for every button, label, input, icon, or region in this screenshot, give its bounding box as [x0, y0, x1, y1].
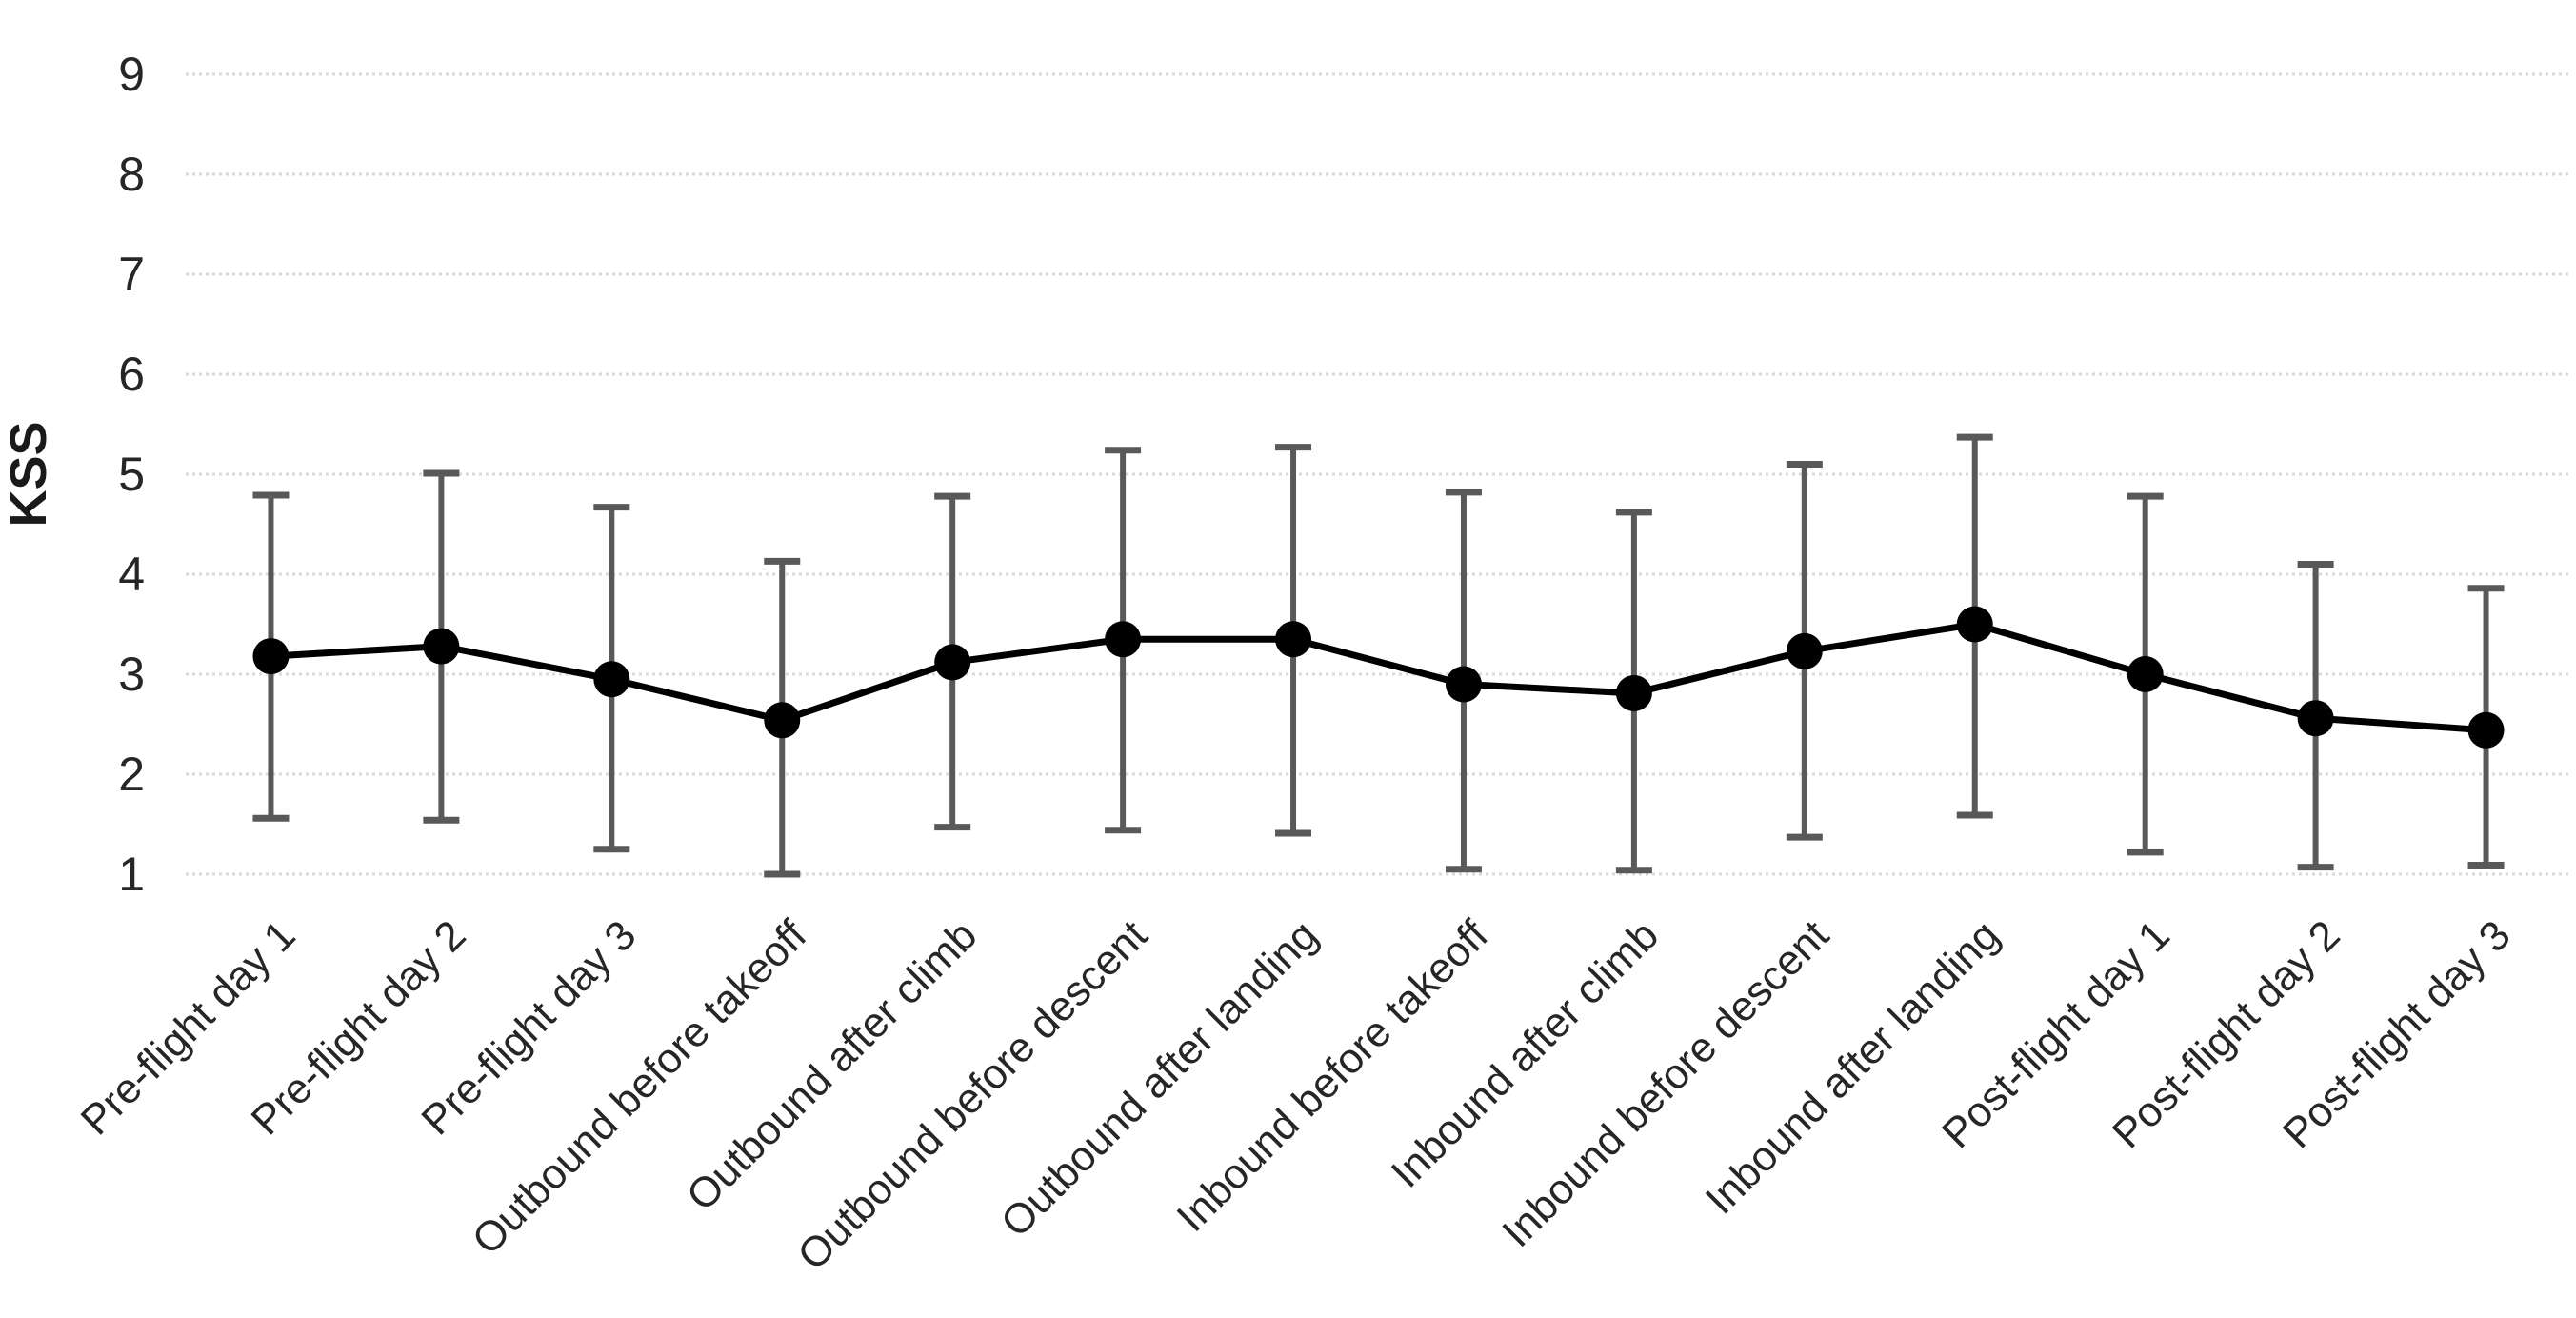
series-line: [267, 621, 2490, 734]
y-tick-label: 7: [118, 248, 145, 301]
x-category-label: Outbound after climb: [678, 911, 986, 1219]
data-point-marker: [423, 628, 460, 665]
data-point-marker: [1786, 632, 1823, 669]
x-category-label: Inbound after landing: [1697, 911, 2008, 1223]
x-category-label: Outbound after landing: [992, 911, 1327, 1246]
data-point-marker: [1445, 666, 1482, 703]
data-point-marker: [1956, 606, 1993, 643]
data-point-marker: [934, 644, 971, 681]
error-bars-layer: [252, 433, 2505, 878]
x-category-label: Outbound before takeoff: [464, 911, 816, 1264]
gridlines-layer: [186, 72, 2571, 876]
y-tick-label: 9: [118, 48, 145, 101]
y-tick-label: 5: [118, 448, 145, 501]
data-point-marker: [1275, 621, 1312, 658]
data-point-marker: [2467, 711, 2505, 749]
y-tick-label: 6: [118, 348, 145, 401]
series-layer: [267, 621, 2490, 734]
y-tick-label: 1: [118, 848, 145, 901]
y-axis-labels: 1 2 3 4 5 6 7 8 9: [118, 48, 145, 901]
y-axis-title: KSS: [0, 421, 57, 527]
data-point-marker: [1615, 674, 1652, 711]
x-category-label: Outbound before descent: [789, 911, 1156, 1279]
data-point-marker: [252, 638, 290, 675]
y-tick-label: 8: [118, 148, 145, 201]
data-point-marker: [2127, 656, 2164, 692]
data-point-marker: [764, 702, 801, 739]
markers-layer: [252, 606, 2505, 749]
y-tick-label: 3: [118, 648, 145, 701]
y-tick-label: 2: [118, 748, 145, 801]
data-point-marker: [1105, 621, 1142, 658]
x-category-label: Inbound before descent: [1493, 911, 1838, 1256]
data-point-marker: [2297, 700, 2334, 737]
y-tick-label: 4: [118, 548, 145, 601]
x-category-label: Inbound before takeoff: [1168, 911, 1498, 1241]
data-point-marker: [593, 661, 630, 698]
